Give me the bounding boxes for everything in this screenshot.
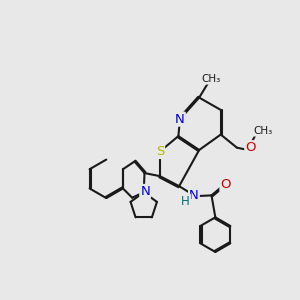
Text: N: N — [140, 185, 150, 198]
Text: S: S — [156, 145, 164, 158]
Text: CH₃: CH₃ — [202, 74, 221, 84]
Text: CH₃: CH₃ — [253, 126, 272, 136]
Text: N: N — [175, 113, 185, 126]
Text: H: H — [181, 195, 190, 208]
Text: N: N — [189, 189, 199, 202]
Text: O: O — [220, 178, 231, 191]
Text: O: O — [245, 141, 256, 154]
